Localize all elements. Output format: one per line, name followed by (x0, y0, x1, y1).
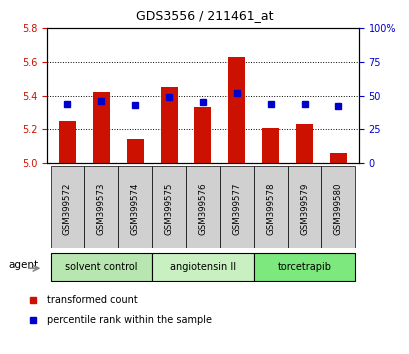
Bar (59, 121, 76, 163)
Text: GSM399580: GSM399580 (333, 182, 342, 235)
FancyBboxPatch shape (287, 166, 321, 248)
Text: solvent control: solvent control (65, 262, 137, 272)
FancyBboxPatch shape (152, 253, 253, 281)
FancyBboxPatch shape (118, 166, 152, 248)
Text: GSM399572: GSM399572 (63, 182, 72, 235)
Text: GSM399576: GSM399576 (198, 182, 207, 235)
Text: GSM399579: GSM399579 (299, 183, 308, 235)
FancyBboxPatch shape (219, 166, 253, 248)
FancyBboxPatch shape (321, 166, 355, 248)
Text: GSM399573: GSM399573 (97, 182, 106, 235)
Bar (262, 127, 279, 163)
Text: GSM399575: GSM399575 (164, 182, 173, 235)
FancyBboxPatch shape (152, 166, 186, 248)
FancyBboxPatch shape (84, 166, 118, 248)
Bar (93, 92, 110, 163)
Bar (126, 139, 143, 163)
Bar (329, 153, 346, 163)
FancyBboxPatch shape (253, 253, 355, 281)
Bar (228, 57, 245, 163)
Text: angiotensin II: angiotensin II (169, 262, 236, 272)
Text: GSM399577: GSM399577 (232, 182, 241, 235)
Bar (295, 124, 312, 163)
FancyBboxPatch shape (186, 166, 219, 248)
FancyBboxPatch shape (50, 166, 84, 248)
Text: GSM399578: GSM399578 (265, 182, 274, 235)
Text: agent: agent (9, 260, 38, 270)
FancyBboxPatch shape (50, 253, 152, 281)
Text: transformed count: transformed count (47, 295, 137, 305)
Text: torcetrapib: torcetrapib (277, 262, 331, 272)
Bar (194, 107, 211, 163)
Text: GSM399574: GSM399574 (130, 182, 139, 235)
Text: percentile rank within the sample: percentile rank within the sample (47, 315, 211, 325)
Bar (160, 87, 177, 163)
Text: GDS3556 / 211461_at: GDS3556 / 211461_at (136, 9, 273, 22)
FancyBboxPatch shape (253, 166, 287, 248)
